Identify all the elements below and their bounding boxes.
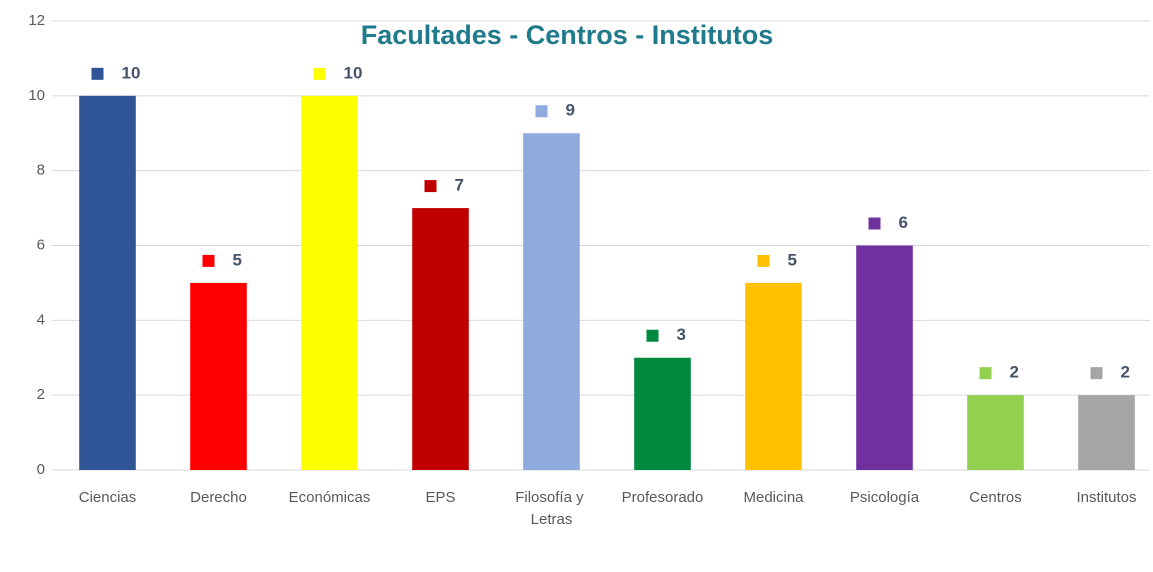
x-tick-label: Filosofía y Letras (515, 489, 588, 528)
y-tick-label: 0 (37, 461, 45, 478)
x-tick-label: Psicología (850, 489, 920, 506)
bar (412, 208, 469, 471)
label-key (424, 180, 437, 193)
x-tick-label: Económicas (289, 489, 371, 506)
x-tick-label: Derecho (190, 489, 247, 506)
x-tick-label: Centros (969, 489, 1022, 506)
bar (745, 282, 802, 470)
data-label: 2 (1010, 363, 1019, 382)
bar (856, 245, 913, 470)
y-tick-label: 12 (28, 12, 45, 29)
label-key (91, 67, 104, 80)
bar (1078, 395, 1135, 470)
bar (79, 95, 136, 470)
y-tick-label: 10 (28, 87, 45, 104)
chart-title: Facultades - Centros - Institutos (361, 20, 774, 50)
bar (967, 395, 1024, 470)
data-label: 9 (566, 101, 575, 120)
bar (523, 133, 580, 470)
label-key (646, 329, 659, 342)
bar (190, 282, 247, 470)
y-tick-label: 6 (37, 236, 45, 253)
x-tick-label: Institutos (1076, 489, 1136, 506)
x-tick-label: Profesorado (622, 489, 704, 506)
bar (301, 95, 358, 470)
y-tick-label: 2 (37, 386, 45, 403)
label-key (979, 367, 992, 380)
label-key (1090, 367, 1103, 380)
label-key (313, 67, 326, 80)
x-tick-label: EPS (425, 489, 455, 506)
label-key (535, 105, 548, 118)
data-label: 3 (677, 325, 686, 344)
y-tick-label: 4 (37, 311, 45, 328)
bar (634, 357, 691, 470)
data-label: 5 (233, 250, 242, 269)
label-key (757, 254, 770, 267)
label-key (868, 217, 881, 230)
data-label: 2 (1121, 363, 1130, 382)
data-label: 10 (344, 63, 363, 82)
label-key (202, 254, 215, 267)
data-label: 5 (788, 250, 797, 269)
y-tick-label: 8 (37, 162, 45, 179)
x-tick-label: Medicina (743, 489, 804, 506)
x-tick-label: Ciencias (79, 489, 137, 506)
data-label: 6 (899, 213, 908, 232)
data-label: 10 (122, 63, 141, 82)
data-label: 7 (455, 176, 464, 195)
